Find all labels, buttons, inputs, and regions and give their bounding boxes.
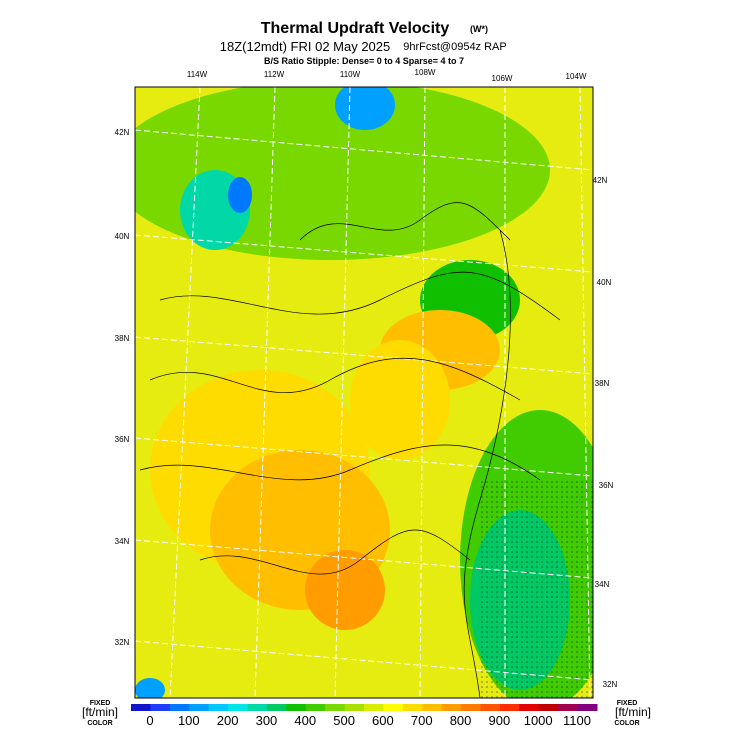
title: Thermal Updraft Velocity	[261, 20, 450, 37]
colorbar-swatch	[150, 704, 171, 711]
colorbar-label: 400	[294, 713, 316, 728]
colorbar-swatch	[558, 704, 579, 711]
colorbar-swatch	[519, 704, 540, 711]
lat-label: 32N	[603, 680, 618, 689]
legend-fixed: FIXED	[90, 700, 111, 707]
lat-label: 40N	[597, 278, 612, 287]
title-units: (W*)	[470, 24, 488, 34]
colorbar-label: 1100	[563, 713, 591, 728]
colorbar-label: 1000	[524, 713, 553, 728]
colorbar-swatch	[383, 704, 404, 711]
colorbar-label: 100	[178, 713, 200, 728]
subtitle: 18Z(12mdt) FRI 02 May 2025	[220, 39, 391, 54]
colorbar-swatch	[480, 704, 501, 711]
colorbar-swatch	[169, 704, 190, 711]
legend-fixed: FIXED	[617, 700, 638, 707]
lat-label: 34N	[115, 537, 130, 546]
colorbar-swatch	[422, 704, 443, 711]
lat-label: 36N	[599, 481, 614, 490]
colorbar-label: 200	[217, 713, 239, 728]
legend-color: COLOR	[87, 720, 112, 727]
stipple-note: B/S Ratio Stipple: Dense= 0 to 4 Sparse=…	[264, 56, 464, 66]
colorbar-swatch	[208, 704, 229, 711]
lat-label: 40N	[115, 232, 130, 241]
lat-label: 34N	[595, 580, 610, 589]
lon-label: 104W	[566, 72, 587, 81]
legend-units: [ft/min]	[82, 705, 118, 719]
colorbar-label: 0	[146, 713, 153, 728]
legend-units: [ft/min]	[615, 705, 651, 719]
colorbar-swatch	[325, 704, 346, 711]
colorbar-swatch	[305, 704, 326, 711]
colorbar-label: 700	[411, 713, 433, 728]
colorbar-swatch	[344, 704, 365, 711]
lat-label: 36N	[115, 435, 130, 444]
lon-label: 114W	[187, 70, 208, 79]
lon-label: 106W	[492, 74, 513, 83]
colorbar-swatch	[189, 704, 210, 711]
colorbar-swatch	[577, 704, 598, 711]
colorbar-swatch	[247, 704, 268, 711]
colorbar-label: 300	[256, 713, 278, 728]
colorbar-swatch	[286, 704, 307, 711]
colorbar-swatch	[266, 704, 287, 711]
legend-color: COLOR	[614, 720, 639, 727]
colorbar-swatch	[461, 704, 481, 711]
lon-label: 110W	[340, 70, 361, 79]
colorbar-label: 800	[450, 713, 472, 728]
colorbar-swatch	[538, 704, 559, 711]
colorbar-label: 900	[489, 713, 511, 728]
lat-label: 42N	[593, 176, 608, 185]
colorbar-swatch	[441, 704, 462, 711]
colorbar-label: 600	[372, 713, 394, 728]
lat-label: 32N	[115, 638, 130, 647]
subtitle-small: 9hrFcst@0954z RAP	[403, 41, 507, 53]
colorbar-swatch	[402, 704, 423, 711]
colorbar-swatch	[228, 704, 248, 711]
lat-label: 38N	[595, 379, 610, 388]
colorbar-swatch	[499, 704, 520, 711]
colorbar-label: 500	[333, 713, 355, 728]
colorbar-swatch	[364, 704, 384, 711]
map-frame	[134, 86, 594, 699]
lon-label: 112W	[264, 70, 285, 79]
lon-label: 108W	[415, 68, 436, 77]
lat-label: 42N	[115, 128, 130, 137]
map	[135, 87, 593, 698]
colorbar-swatch	[131, 704, 151, 711]
lat-label: 38N	[115, 334, 130, 343]
